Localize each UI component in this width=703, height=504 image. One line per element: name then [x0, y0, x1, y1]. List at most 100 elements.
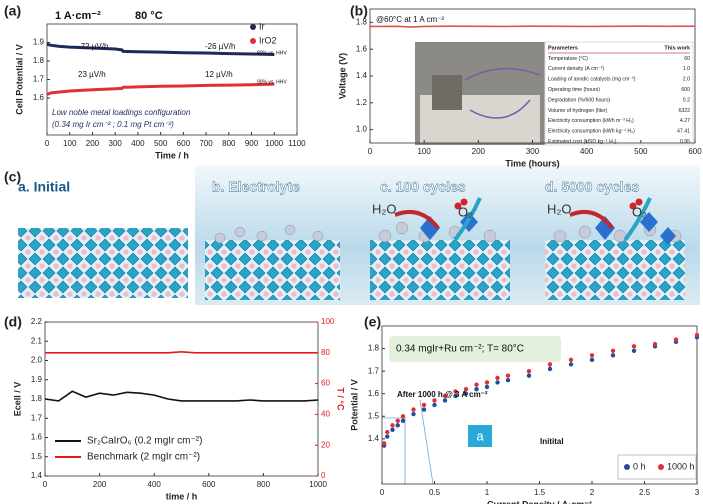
- arrow: [394, 210, 440, 230]
- y-axis-title: Ecell / V: [12, 382, 22, 417]
- arrow: [623, 197, 652, 242]
- x-tick-label: 600: [177, 139, 191, 148]
- point: [589, 353, 595, 358]
- table-cell: Loading of anodic catalysts (mg cm⁻²): [548, 77, 636, 83]
- point: [673, 337, 679, 342]
- annotation: a: [476, 428, 484, 443]
- point: [463, 387, 469, 392]
- crystal: [205, 240, 340, 300]
- panel-label: (c): [4, 169, 21, 185]
- legend-label: IrO2: [259, 35, 277, 45]
- point: [495, 375, 500, 381]
- annotation: @60°C at 1 A cm⁻²: [376, 15, 444, 24]
- x-tick-label: 0: [43, 480, 48, 489]
- x-tick-label: 500: [634, 147, 648, 156]
- x-tick-label: 1: [485, 488, 490, 497]
- y-tick-label: 1.0: [356, 125, 368, 134]
- panel-label: (e): [364, 314, 381, 330]
- table-cell: 1.0: [683, 66, 690, 72]
- point: [568, 357, 574, 363]
- point: [474, 382, 479, 387]
- y2-tick-label: 40: [321, 410, 330, 419]
- inset-e: [382, 336, 697, 485]
- y2-tick-label: 100: [321, 317, 335, 326]
- y-tick-label: 1.6: [356, 44, 368, 53]
- point: [390, 427, 395, 433]
- table-cell: 600: [681, 87, 690, 93]
- legend-swatch: [250, 24, 256, 30]
- y-tick-label: 1.5: [31, 452, 43, 461]
- x-tick-label: 900: [245, 139, 259, 148]
- y-axis-title: Cell Potential / V: [14, 44, 24, 115]
- point: [400, 414, 406, 419]
- photo: [464, 67, 541, 119]
- stage-label: d. 5000 cycles: [545, 179, 639, 195]
- guide: [382, 417, 406, 484]
- legend-label: 0 h: [633, 461, 646, 471]
- table-header: Parameters: [548, 45, 578, 51]
- annotation: 0.34 mgIr+Ru cm⁻²; T= 80°C: [396, 344, 524, 355]
- y2-axis-title: T / °C: [336, 387, 346, 411]
- point: [631, 344, 637, 349]
- point: [442, 398, 448, 403]
- point: [505, 373, 511, 378]
- panel-label: (a): [4, 3, 21, 19]
- annotation: 80 °C: [135, 10, 163, 22]
- point: [547, 362, 553, 367]
- point: [526, 368, 532, 374]
- point: [610, 348, 616, 354]
- stage-label: a. Initial: [18, 179, 70, 195]
- table-cell: Volume of hydrogen (liter): [548, 108, 608, 114]
- x-tick-label: 0: [368, 147, 373, 156]
- note-box: [389, 336, 561, 362]
- x-tick-label: 1.5: [534, 488, 546, 497]
- point: [381, 441, 387, 446]
- point: [390, 423, 395, 428]
- x-tick-label: 2.5: [639, 488, 651, 497]
- series-line: [46, 42, 275, 56]
- point: [526, 373, 532, 378]
- point: [568, 362, 574, 367]
- x-tick-label: 700: [199, 139, 213, 148]
- point: [442, 393, 448, 399]
- point: [589, 357, 595, 363]
- x-tick-label: 100: [417, 147, 431, 156]
- point: [400, 418, 406, 423]
- species: O₂: [632, 204, 647, 219]
- x-tick-label: 100: [63, 139, 77, 148]
- x-tick-label: 200: [472, 147, 486, 156]
- point: [453, 393, 458, 399]
- x-axis-title: Current Density / A·cm⁻²: [487, 499, 592, 504]
- diagram-panel: [18, 165, 700, 305]
- arrow: [453, 197, 482, 242]
- point: [453, 389, 458, 394]
- x-tick-label: 200: [93, 480, 107, 489]
- x-tick-label: 500: [154, 139, 168, 148]
- point: [432, 398, 437, 403]
- species: O₂: [458, 204, 473, 219]
- crystal: [18, 228, 188, 298]
- table-header: This work: [664, 45, 691, 51]
- x-tick-label: 3: [695, 488, 700, 497]
- y-tick-label: 1.4: [31, 471, 43, 480]
- table-cell: 0.95: [680, 139, 690, 145]
- point: [474, 387, 479, 392]
- y-tick-label: 2.1: [31, 336, 43, 345]
- point: [631, 348, 637, 354]
- annotation: Low noble metal loadings configuration: [52, 108, 191, 117]
- crystal: [370, 240, 510, 300]
- legend-box: [617, 454, 697, 480]
- table-cell: Electricity consumption (kWh kg⁻¹ H₂): [548, 129, 635, 135]
- annotation: 1 A·cm⁻²: [55, 10, 101, 22]
- point: [432, 402, 437, 408]
- y-tick-label: 1.6: [31, 433, 43, 442]
- point: [463, 391, 469, 396]
- point: [385, 434, 390, 439]
- stage-label: b. Electrolyte: [212, 179, 300, 195]
- table-cell: 60: [684, 56, 690, 62]
- y2-tick-label: 60: [321, 379, 330, 388]
- guide: [419, 399, 434, 485]
- x-tick-label: 1000: [309, 480, 327, 489]
- crystal: [545, 240, 685, 300]
- y2-tick-label: 80: [321, 348, 330, 357]
